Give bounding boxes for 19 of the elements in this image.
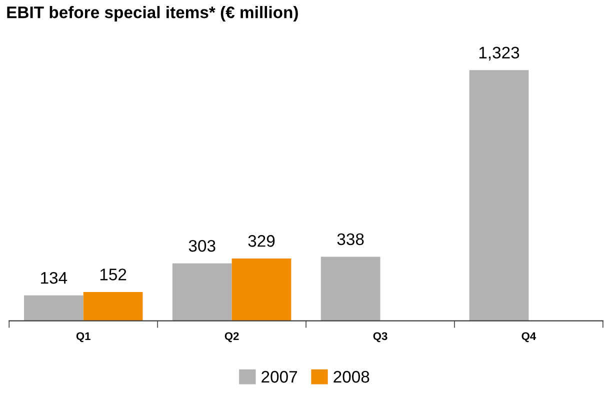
data-label: 303 bbox=[188, 240, 216, 252]
x-tick-label: Q3 bbox=[373, 332, 388, 342]
data-label: 134 bbox=[41, 272, 68, 284]
x-tick-label: Q2 bbox=[224, 332, 239, 342]
data-label: 329 bbox=[248, 235, 275, 247]
bar bbox=[83, 292, 143, 321]
data-label: 152 bbox=[100, 268, 126, 280]
data-label: 1,323 bbox=[479, 46, 520, 61]
bar bbox=[469, 70, 529, 321]
chart-title: EBIT before special items* (€ million) bbox=[7, 6, 298, 22]
legend-label: 2007 bbox=[262, 370, 297, 383]
bar bbox=[232, 258, 292, 321]
bar bbox=[172, 263, 232, 321]
x-tick-label: Q4 bbox=[522, 332, 536, 342]
bar bbox=[24, 295, 84, 321]
data-label: 338 bbox=[337, 233, 364, 246]
legend-label: 2008 bbox=[334, 370, 370, 383]
x-tick-label: Q1 bbox=[76, 332, 90, 342]
bar bbox=[320, 256, 380, 321]
